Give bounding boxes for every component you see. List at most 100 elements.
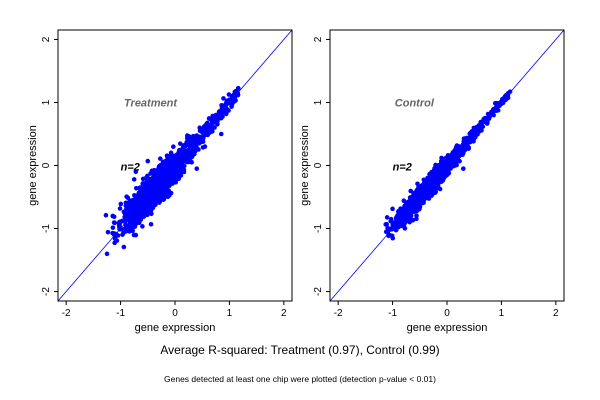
data-point (174, 167, 180, 173)
data-point (197, 134, 202, 140)
data-point (132, 215, 137, 221)
data-point (388, 216, 394, 222)
panel-control: -2 -1 0 1 2 -2 -1 0 1 2 gene expression gene expres… (299, 29, 565, 334)
data-point (206, 116, 212, 121)
data-point (188, 150, 193, 156)
y-tick-label: 0 (313, 162, 324, 168)
outlier-point (218, 131, 224, 137)
data-point (145, 173, 150, 179)
data-point (383, 222, 389, 227)
sample-count-annotation: n=2 (121, 162, 140, 174)
data-point (191, 151, 197, 157)
panel-treatment: -2 -1 0 1 2 -2 -1 0 1 2 gene expression gene expres… (27, 29, 293, 334)
data-point (464, 135, 470, 141)
y-axis-label: gene expression (299, 125, 311, 206)
data-point (408, 197, 414, 203)
data-point (220, 114, 225, 119)
data-point (161, 196, 167, 202)
data-point (451, 148, 457, 154)
data-point (160, 165, 165, 170)
data-point (419, 200, 425, 206)
data-point (390, 222, 396, 228)
data-point (165, 194, 171, 200)
data-point (430, 172, 436, 178)
data-point (221, 96, 226, 101)
sample-count-annotation: n=2 (393, 162, 412, 174)
data-point (403, 216, 409, 222)
data-point (384, 215, 390, 220)
r-squared-caption: Average R-squared: Treatment (0.97), Con… (160, 343, 440, 357)
data-point (184, 140, 189, 145)
data-point (401, 198, 407, 204)
data-point (428, 186, 434, 191)
data-point (500, 100, 506, 106)
data-point (130, 205, 136, 210)
data-point (117, 206, 123, 211)
data-point (390, 206, 395, 212)
data-point (121, 230, 126, 236)
data-point (161, 184, 166, 190)
data-point (111, 214, 117, 219)
x-axis-label: gene expression (135, 322, 216, 334)
x-tick-label: -2 (62, 308, 71, 319)
data-point (147, 202, 153, 207)
data-point (211, 115, 216, 121)
x-tick-label: 2 (553, 308, 559, 319)
data-point (417, 189, 422, 195)
data-point (156, 199, 162, 204)
data-point (149, 211, 154, 217)
data-point (188, 136, 194, 141)
data-point (390, 235, 396, 241)
outlier-point (133, 169, 139, 175)
data-point (215, 121, 220, 127)
panel-title: Control (395, 97, 435, 109)
data-point (401, 222, 407, 227)
y-tick-label: 0 (41, 162, 52, 168)
x-tick-label: 1 (227, 308, 233, 319)
x-tick-label: -2 (334, 308, 343, 319)
data-point (144, 179, 150, 185)
data-point (122, 214, 127, 220)
data-point (133, 232, 139, 238)
data-point (496, 101, 502, 106)
data-point (117, 227, 122, 232)
data-point (199, 129, 205, 135)
data-point (227, 97, 232, 103)
data-point (475, 124, 481, 129)
data-point (405, 202, 410, 207)
x-tick-label: -1 (388, 308, 397, 319)
data-point (111, 232, 117, 238)
data-point (138, 185, 143, 190)
data-point (171, 144, 176, 150)
data-point (153, 194, 159, 199)
data-point (121, 244, 127, 250)
data-point (439, 159, 445, 164)
data-point (112, 236, 118, 241)
data-point (471, 134, 476, 140)
data-point (123, 222, 128, 227)
data-point (451, 152, 457, 158)
data-point (189, 144, 195, 149)
data-point (224, 107, 230, 112)
data-point (185, 134, 190, 140)
data-point (130, 228, 135, 233)
data-point (503, 95, 509, 100)
data-point (127, 223, 133, 229)
data-point (216, 112, 222, 117)
data-point (116, 223, 122, 228)
data-point (409, 206, 414, 212)
data-point (183, 152, 189, 157)
outlier-point (131, 177, 137, 182)
outlier-point (194, 166, 200, 171)
footnote: Genes detected at least one chip were pl… (164, 374, 436, 384)
data-point (175, 173, 181, 179)
data-point (131, 221, 137, 226)
outlier-point (461, 166, 466, 171)
x-tick-label: 2 (281, 308, 287, 319)
data-point (138, 213, 143, 218)
data-point (146, 186, 152, 192)
data-point (400, 213, 406, 218)
data-point (112, 220, 118, 226)
data-point (413, 201, 419, 206)
x-tick-label: 1 (499, 308, 505, 319)
